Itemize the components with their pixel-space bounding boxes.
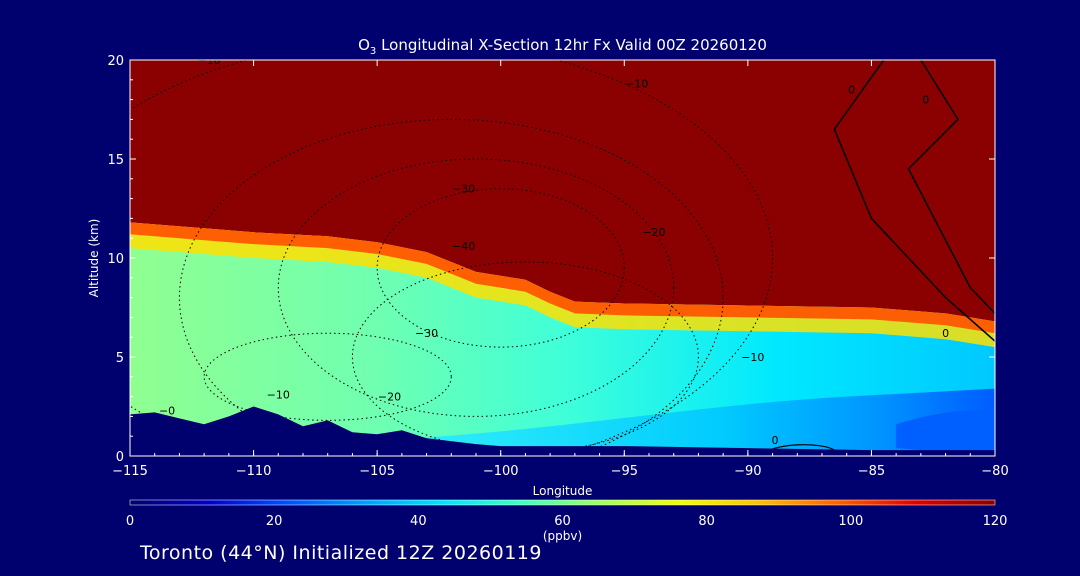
contour-label: −0 xyxy=(159,404,175,417)
contour-label: −10 xyxy=(267,389,290,402)
chart-title: O3 Longitudinal X-Section 12hr Fx Valid … xyxy=(358,36,767,57)
y-tick-label: 5 xyxy=(116,351,124,366)
title-prefix: O xyxy=(358,36,370,54)
x-tick-label: −85 xyxy=(858,464,885,479)
colorbar xyxy=(129,499,996,506)
x-tick-label: −90 xyxy=(734,464,761,479)
y-tick-label: 20 xyxy=(107,54,124,69)
contour-label: −10 xyxy=(741,351,764,364)
title-rest: Longitudinal X-Section 12hr Fx Valid 00Z… xyxy=(376,36,767,54)
x-tick-label: −105 xyxy=(359,464,395,479)
x-tick-label: −110 xyxy=(236,464,272,479)
contour-minus-10 xyxy=(130,60,773,456)
x-tick-label: −115 xyxy=(112,464,148,479)
contour-zero-outer xyxy=(833,60,995,342)
colorbar-tick-label: 100 xyxy=(838,514,863,529)
tropopause-orange-band xyxy=(130,222,995,334)
title-subscript: 3 xyxy=(370,46,376,57)
terrain xyxy=(130,406,995,456)
contour-minus-30-mid xyxy=(351,261,699,453)
contour-zero-inner xyxy=(907,60,995,314)
contour-minus-40 xyxy=(376,188,625,348)
colorbar-tick-label: 120 xyxy=(983,514,1008,529)
contour-label: −40 xyxy=(452,240,475,253)
contour-minus-30 xyxy=(277,158,675,417)
colorbar-tick-label: 20 xyxy=(266,514,283,529)
x-tick-label: −80 xyxy=(981,464,1008,479)
x-tick-label: −100 xyxy=(483,464,519,479)
contour-label: −10 xyxy=(625,78,648,91)
y-tick-label: 0 xyxy=(116,450,124,465)
y-axis-label: Altitude (km) xyxy=(87,219,101,298)
colorbar-units: (ppbv) xyxy=(543,529,582,543)
contour-label: 0 xyxy=(848,84,855,97)
contour-label: −30 xyxy=(452,183,475,196)
contour-label: −20 xyxy=(378,391,401,404)
contour-label: 0 xyxy=(922,94,929,107)
contour-label: −20 xyxy=(642,226,665,239)
x-axis-label: Longitude xyxy=(533,484,593,498)
boundary-layer-field xyxy=(377,388,995,456)
colorbar-tick-label: 0 xyxy=(126,514,134,529)
y-tick-label: 15 xyxy=(107,153,124,168)
contour-label: −30 xyxy=(415,327,438,340)
plot-area: −10 −10 −30 −20 −40 −30 −10 −20 −0 −10 0 0 0 0 xyxy=(130,54,995,456)
contour-label: 0 xyxy=(942,327,949,340)
contour-label: 0 xyxy=(772,434,779,447)
contour-minus-10-low xyxy=(203,332,452,421)
low-ozone-patch xyxy=(896,409,995,456)
troposphere-field xyxy=(130,222,995,456)
contour-minus-20 xyxy=(179,118,724,456)
colorbar-tick-label: 80 xyxy=(698,514,715,529)
footer-caption: Toronto (44°N) Initialized 12Z 20260119 xyxy=(140,542,542,564)
colorbar-tick-label: 60 xyxy=(554,514,571,529)
y-tick-label: 10 xyxy=(107,252,124,267)
colorbar-tick-label: 40 xyxy=(410,514,427,529)
x-tick-label: −95 xyxy=(611,464,638,479)
contour-label: −10 xyxy=(197,54,220,67)
